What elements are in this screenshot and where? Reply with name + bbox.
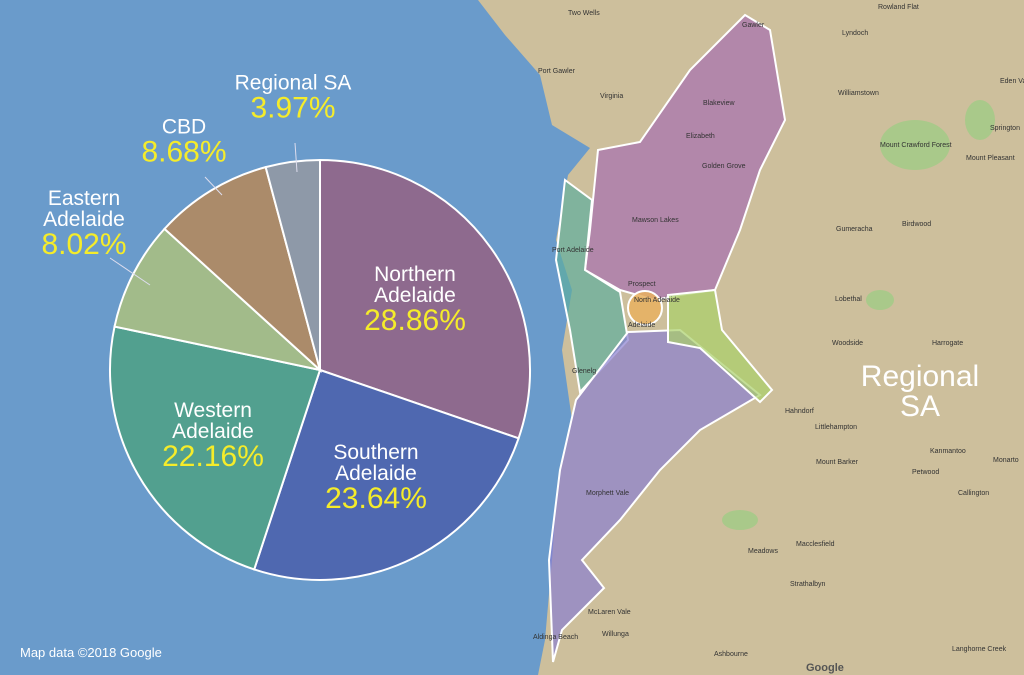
pie-slice xyxy=(109,325,322,571)
map-logo: Google xyxy=(806,662,844,674)
place-label: Mawson Lakes xyxy=(632,217,679,224)
map-region-label: Regional SA xyxy=(860,360,980,423)
place-label: Blakeview xyxy=(703,100,735,107)
region-eastern xyxy=(667,288,774,404)
place-label: Hahndorf xyxy=(785,408,814,415)
attribution: Map data ©2018 Google xyxy=(20,645,162,660)
place-label: Rowland Flat xyxy=(878,4,919,11)
place-label: Gumeracha xyxy=(836,226,873,233)
pie-slice xyxy=(252,368,520,581)
place-label: North Adelaide xyxy=(634,297,680,304)
slice-label: CBD 8.68% xyxy=(119,117,249,168)
category-label: Regional SA xyxy=(234,71,352,95)
slice-label: Regional SA 3.97% xyxy=(228,73,358,124)
value-label: 23.64% xyxy=(325,482,427,515)
slice-label: Southern Adelaide 23.64% xyxy=(311,442,441,514)
slice-label: Eastern Adelaide 8.02% xyxy=(19,188,149,260)
place-label: Adelaide xyxy=(628,322,656,329)
category-label: CBD xyxy=(161,115,207,139)
place-label: Monarto xyxy=(993,457,1019,464)
place-label: Golden Grove xyxy=(702,163,746,170)
place-label: Morphett Vale xyxy=(586,490,630,497)
place-label: Prospect xyxy=(628,281,656,288)
place-label: Willunga xyxy=(602,631,629,638)
pie xyxy=(109,158,531,581)
slice-label: Western Adelaide 22.16% xyxy=(148,400,278,472)
value-label: 3.97% xyxy=(250,91,336,125)
place-label: Woodside xyxy=(832,340,864,347)
category-label: Northern Adelaide xyxy=(374,263,456,307)
parks xyxy=(722,100,995,530)
value-label: 22.16% xyxy=(162,440,264,473)
place-label: Strathalbyn xyxy=(790,581,826,588)
place-label: Eden Valley xyxy=(1000,78,1024,85)
place-label: Kanmantoo xyxy=(930,448,966,455)
category-label: Western Adelaide xyxy=(172,399,254,443)
place-label: Elizabeth xyxy=(686,133,715,140)
leader-lines xyxy=(109,142,298,286)
value-label: 28.86% xyxy=(364,304,466,337)
place-label: Birdwood xyxy=(902,221,932,228)
place-label: Petwood xyxy=(912,469,940,476)
place-label: Ashbourne xyxy=(714,651,748,658)
pie-slice xyxy=(264,158,321,371)
region-southern xyxy=(547,328,762,663)
place-label: Mount Barker xyxy=(816,459,859,466)
place-label: Two Wells xyxy=(568,10,600,17)
place-label: Port Gawler xyxy=(538,68,575,75)
pie-slice xyxy=(319,158,531,440)
place-label: Virginia xyxy=(600,93,624,100)
value-label: 8.02% xyxy=(41,228,127,261)
place-label: Lobethal xyxy=(835,296,862,303)
category-label: Eastern Adelaide xyxy=(43,187,125,231)
place-label: Glenelg xyxy=(572,368,597,375)
place-label: Callington xyxy=(958,490,990,497)
region-cbd xyxy=(627,290,663,326)
place-label: Meadows xyxy=(748,548,778,555)
place-label: Mount Pleasant xyxy=(966,155,1015,162)
place-label: Williamstown xyxy=(838,90,879,97)
place-label: Gawler xyxy=(742,22,765,29)
place-label: Springton xyxy=(990,125,1020,132)
place-label: Mount Crawford Forest xyxy=(880,142,952,149)
slice-label: Northern Adelaide 28.86% xyxy=(350,264,480,336)
place-label: Langhorne Creek xyxy=(952,646,1007,653)
place-label: Macclesfield xyxy=(796,541,835,548)
place-label: Port Adelaide xyxy=(552,247,594,254)
place-label: McLaren Vale xyxy=(588,609,631,616)
value-label: 8.68% xyxy=(141,135,227,169)
pie-slice xyxy=(113,227,324,372)
place-label: Aldinga Beach xyxy=(533,634,579,641)
place-label: Littlehampton xyxy=(815,424,858,431)
pie-slice xyxy=(163,165,322,374)
category-label: Southern Adelaide xyxy=(333,441,419,485)
place-label: Harrogate xyxy=(932,340,964,347)
place-label: Lyndoch xyxy=(842,30,869,37)
